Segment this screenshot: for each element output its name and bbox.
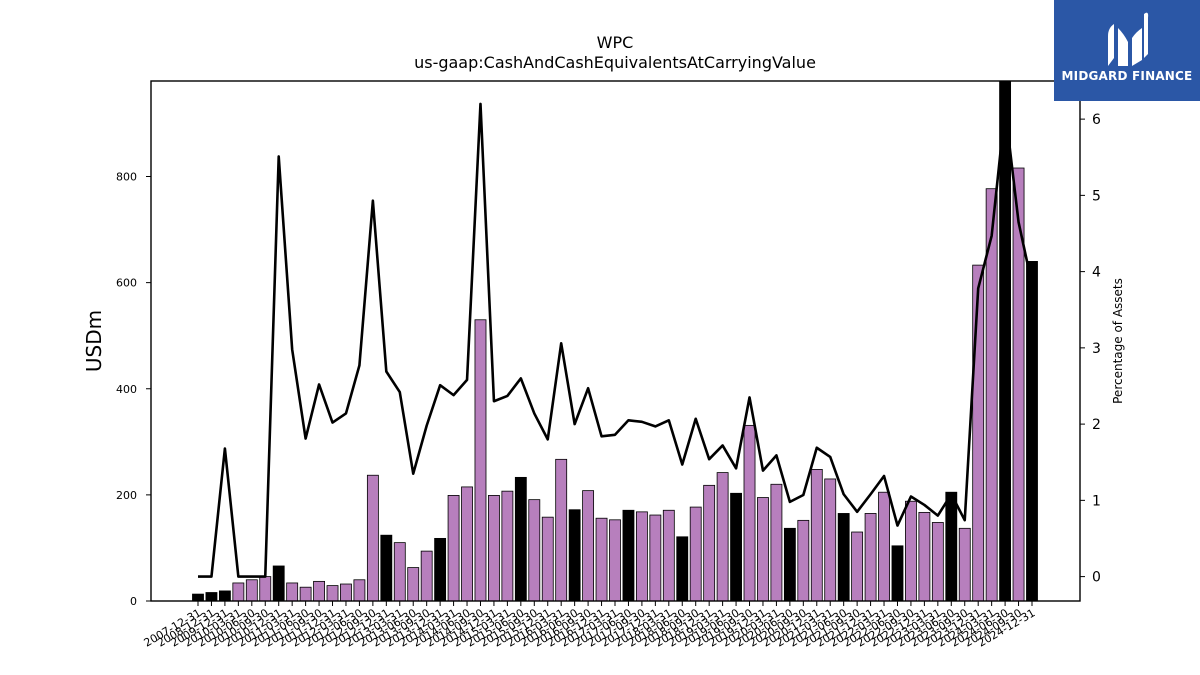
bar-2022-12-31	[918, 511, 931, 601]
y-tick-label: 600	[116, 277, 137, 290]
bar-2017-09-30	[635, 511, 648, 601]
bar-2010-12-31	[272, 565, 285, 601]
bar-2008-12-31	[205, 592, 218, 601]
bar-2012-09-30	[366, 474, 379, 601]
midgard-m-logo-icon	[1108, 12, 1149, 66]
bar-2021-12-31	[864, 513, 877, 601]
bar-2018-06-30	[676, 536, 689, 601]
bar-2007-12-31	[192, 593, 204, 601]
bar-2015-03-31	[501, 490, 514, 601]
bar-2018-09-30	[689, 506, 702, 601]
bar-2009-12-31	[218, 590, 231, 601]
bar-2022-09-30	[905, 500, 917, 601]
bar-2011-09-30	[313, 580, 325, 601]
bar-2016-03-31	[555, 458, 568, 601]
bar-2020-03-31	[770, 483, 783, 601]
y-tick-label: 400	[116, 383, 137, 396]
bar-2018-03-31	[662, 509, 675, 601]
bar-2014-09-30	[474, 319, 487, 601]
bar-2024-09-30	[1012, 167, 1025, 601]
bar-2017-12-31	[649, 514, 662, 601]
bar-2016-06-30	[568, 509, 581, 601]
bar-2020-06-30	[783, 527, 796, 601]
bar-series	[192, 81, 1038, 601]
bar-2019-12-31	[757, 497, 769, 601]
bar-2013-06-30	[407, 567, 420, 601]
bar-2011-06-30	[299, 586, 312, 601]
y2-tick-label: 4	[1092, 265, 1101, 281]
logo-text: MIDGARD FINANCE	[1061, 69, 1193, 83]
bar-2011-03-31	[286, 582, 299, 601]
bar-2010-09-30	[259, 576, 272, 601]
bar-2011-12-31	[326, 585, 339, 601]
y-tick-label: 200	[116, 489, 137, 502]
chart-title: WPC	[597, 33, 634, 52]
y-tick-label: 0	[130, 595, 137, 608]
bar-2019-06-30	[730, 492, 742, 601]
bar-2023-09-30	[958, 527, 971, 601]
bar-2018-12-31	[703, 484, 716, 601]
line-series	[198, 102, 1034, 578]
bar-2016-09-30	[582, 490, 595, 601]
bar-2012-12-31	[380, 534, 393, 601]
bar-2014-06-30	[461, 486, 473, 601]
bar-2022-03-31	[878, 491, 890, 601]
y2-tick-label: 2	[1092, 417, 1101, 433]
bar-2014-03-31	[447, 495, 460, 601]
bar-2017-03-31	[609, 519, 621, 601]
bar-2019-09-30	[743, 424, 756, 601]
bar-2015-06-30	[514, 476, 527, 601]
y2-tick-label: 6	[1092, 112, 1101, 128]
pct-assets-line	[198, 102, 1034, 578]
y2-tick-label: 5	[1092, 188, 1101, 204]
y2-axis-label: Percentage of Assets	[1111, 278, 1125, 404]
chart-subtitle: us-gaap:CashAndCashEquivalentsAtCarrying…	[414, 53, 816, 72]
bar-2021-09-30	[851, 531, 864, 601]
bar-2023-12-31	[972, 264, 985, 601]
y2-tick-label: 0	[1092, 570, 1101, 586]
y-tick-label: 800	[116, 171, 137, 184]
bar-2012-06-30	[353, 579, 366, 601]
bar-2024-03-31	[985, 188, 998, 601]
bar-2013-03-31	[393, 542, 406, 601]
bar-2016-12-31	[595, 517, 608, 601]
bar-2017-06-30	[622, 509, 635, 601]
y2-tick-label: 1	[1092, 493, 1101, 509]
bar-2020-12-31	[810, 469, 823, 601]
bar-2015-12-31	[541, 516, 554, 601]
bar-2012-03-31	[340, 583, 352, 601]
brand-logo: MIDGARD FINANCE	[1054, 0, 1200, 101]
bar-2015-09-30	[528, 499, 541, 601]
bar-2023-06-30	[945, 491, 958, 601]
bar-2023-03-31	[931, 522, 944, 601]
bar-2022-06-30	[891, 545, 904, 601]
bar-2019-03-31	[716, 472, 729, 601]
bar-2020-09-30	[797, 519, 810, 601]
y-axis-label: USDm	[82, 310, 106, 372]
bar-2024-12-31	[1026, 261, 1038, 601]
bar-2021-03-31	[824, 478, 837, 601]
bar-2021-06-30	[837, 513, 850, 601]
bar-2014-12-31	[488, 495, 500, 601]
y2-tick-label: 3	[1092, 341, 1101, 357]
axes: 020040060080001234562007-12-312008-12-31…	[116, 80, 1101, 650]
bar-2010-03-31	[232, 582, 245, 601]
bar-2010-06-30	[245, 579, 258, 601]
bar-2013-12-31	[434, 537, 447, 601]
bar-2013-09-30	[420, 550, 433, 601]
